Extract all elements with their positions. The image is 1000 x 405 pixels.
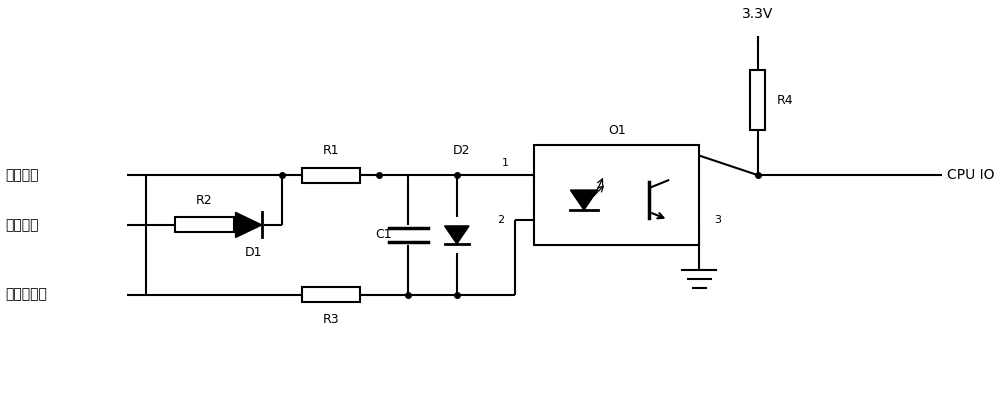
Text: R2: R2 [196,194,213,207]
Bar [175,217,234,232]
Text: 3: 3 [714,215,721,225]
Text: R1: R1 [322,144,339,157]
Text: 2: 2 [497,215,504,225]
Bar [750,70,765,130]
Polygon shape [570,190,598,210]
Text: C1: C1 [376,228,392,241]
Text: D1: D1 [244,246,262,259]
Polygon shape [445,226,469,244]
Text: D2: D2 [453,144,470,157]
Text: R3: R3 [322,313,339,326]
Text: O1: O1 [608,124,626,137]
Text: CPU IO: CPU IO [947,168,994,182]
Text: 1: 1 [502,158,509,168]
Text: 开入信号: 开入信号 [6,168,39,182]
Text: R4: R4 [777,94,794,107]
Text: 3.3V: 3.3V [742,6,773,21]
Bar [534,145,699,245]
Text: 开入电源地: 开入电源地 [6,288,47,302]
Bar [302,287,360,302]
Bar [302,168,360,183]
Polygon shape [236,212,262,237]
Text: 自检信号: 自检信号 [6,218,39,232]
